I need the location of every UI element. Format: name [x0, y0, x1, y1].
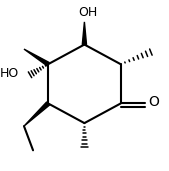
Text: O: O	[148, 95, 159, 109]
Polygon shape	[24, 102, 50, 126]
Polygon shape	[24, 49, 49, 66]
Text: OH: OH	[78, 6, 97, 19]
Text: HO: HO	[0, 67, 19, 80]
Polygon shape	[82, 22, 87, 44]
